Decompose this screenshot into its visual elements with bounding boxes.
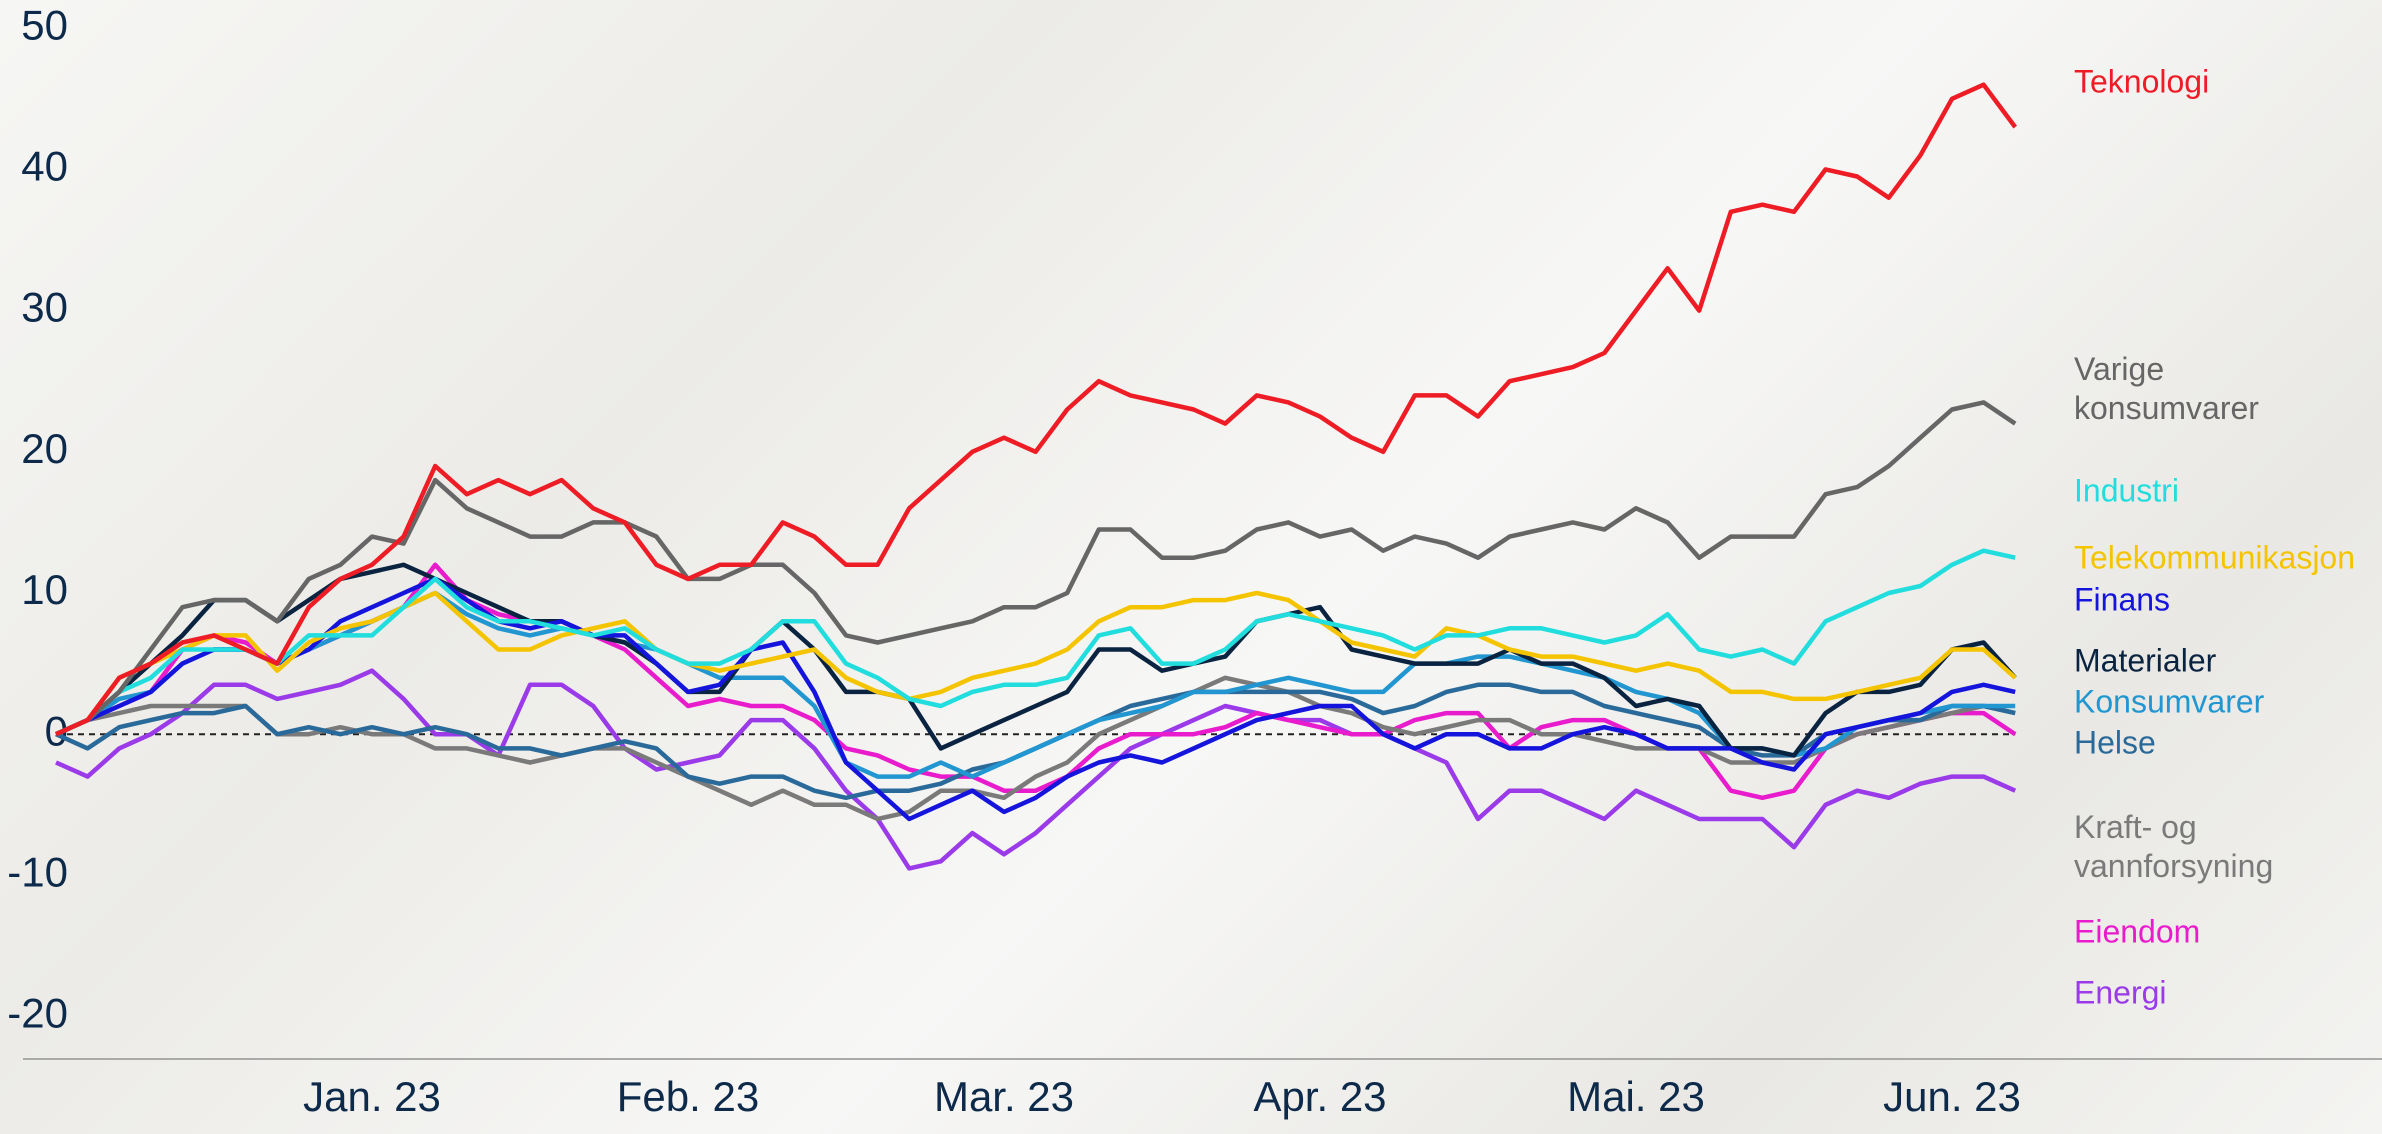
legend-label: Teknologi bbox=[2074, 63, 2304, 102]
x-tick-label: Feb. 23 bbox=[617, 1073, 759, 1120]
legend-label: Energi bbox=[2074, 974, 2304, 1013]
series-line bbox=[56, 671, 2015, 869]
legend-label: Kraft- og vannforsyning bbox=[2074, 808, 2304, 886]
y-tick-label: -20 bbox=[7, 990, 68, 1037]
x-tick-label: Mar. 23 bbox=[934, 1073, 1074, 1120]
x-tick-label: Mai. 23 bbox=[1567, 1073, 1705, 1120]
series-line bbox=[56, 579, 2015, 819]
series-line bbox=[56, 565, 2015, 756]
series-line bbox=[56, 593, 2015, 734]
x-tick-label: Apr. 23 bbox=[1253, 1073, 1386, 1120]
legend-label: Konsumvarer bbox=[2074, 683, 2304, 722]
chart: -20-1001020304050Jan. 23Feb. 23Mar. 23Ap… bbox=[0, 0, 2382, 1134]
legend-label: Materialer bbox=[2074, 642, 2304, 681]
y-tick-label: 40 bbox=[21, 143, 68, 190]
page: -20-1001020304050Jan. 23Feb. 23Mar. 23Ap… bbox=[0, 0, 2382, 1134]
y-tick-label: 50 bbox=[21, 1, 68, 48]
y-tick-label: 10 bbox=[21, 566, 68, 613]
legend-label: Industri bbox=[2074, 472, 2304, 511]
y-tick-label: 30 bbox=[21, 284, 68, 331]
x-tick-label: Jun. 23 bbox=[1883, 1073, 2021, 1120]
y-tick-label: -10 bbox=[7, 849, 68, 896]
legend-label: Helse bbox=[2074, 724, 2304, 763]
x-tick-label: Jan. 23 bbox=[303, 1073, 441, 1120]
y-tick-label: 20 bbox=[21, 425, 68, 472]
legend-label: Eiendom bbox=[2074, 913, 2304, 952]
legend-label: Finans bbox=[2074, 581, 2304, 620]
legend-label: Telekommunikasjon bbox=[2074, 539, 2304, 578]
legend-label: Varige konsumvarer bbox=[2074, 350, 2304, 428]
